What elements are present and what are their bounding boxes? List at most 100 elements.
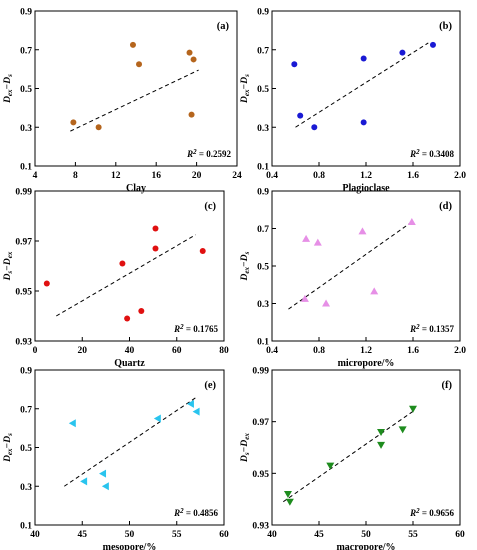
trend-line <box>64 396 197 487</box>
x-tick-label: 8 <box>73 171 78 181</box>
data-point <box>186 399 194 408</box>
y-label-minus: − <box>240 261 250 267</box>
x-tick-label: 1.6 <box>407 171 419 181</box>
y-label-subscript: s <box>6 74 14 78</box>
y-label-symbol: D <box>240 440 250 448</box>
data-point <box>95 124 102 131</box>
x-axis-label: Quartz <box>114 358 145 369</box>
x-axis-label: Plagioclase <box>342 183 390 194</box>
trend-line <box>282 410 414 503</box>
y-tick-label: 0.3 <box>257 124 269 134</box>
data-point <box>124 315 131 322</box>
plot-frame <box>34 369 225 526</box>
data-point <box>152 245 159 252</box>
y-label-symbol: D <box>3 436 13 444</box>
y-tick-label: 0.3 <box>20 124 32 134</box>
data-point <box>43 280 50 287</box>
y-tick-label: 0.5 <box>20 444 32 454</box>
y-tick-label: 0.1 <box>257 338 269 348</box>
y-label-symbol: D <box>240 273 250 281</box>
x-tick-label: 40 <box>267 530 277 540</box>
y-label-minus: − <box>240 446 250 452</box>
chart-panel-f: 40 45 50 55 60 0.93 0.95 0.97 0.99 (f) R2 = 0.9656… <box>240 367 465 550</box>
r-squared-value: = 0.3408 <box>420 149 455 159</box>
data-point <box>70 119 77 126</box>
y-label-subscript: ex <box>6 89 14 96</box>
r-squared-symbol: R <box>186 149 193 159</box>
y-tick-label: 0.93 <box>252 522 269 532</box>
data-point <box>311 124 318 131</box>
r-squared-exponent: 2 <box>179 507 184 515</box>
y-tick-label: 0.93 <box>15 338 32 348</box>
y-tick-label: 0.3 <box>257 300 269 310</box>
y-label-symbol: D <box>3 273 13 281</box>
x-tick-label: 60 <box>172 346 182 356</box>
x-tick-label: 50 <box>361 530 371 540</box>
x-tick-label: 60 <box>455 530 465 540</box>
x-tick-label: 1.2 <box>360 171 372 181</box>
y-tick-label: 0.1 <box>257 163 269 173</box>
y-axis-label: Dex−Ds <box>3 433 14 463</box>
x-tick-label: 16 <box>151 171 161 181</box>
y-label-subscript: ex <box>243 89 251 96</box>
x-tick-label: 50 <box>125 530 135 540</box>
r-squared-exponent: 2 <box>415 507 420 515</box>
data-point <box>138 308 145 314</box>
data-point <box>129 41 136 48</box>
y-axis-label: Dex−Ds <box>240 251 251 281</box>
x-tick-label: 0.4 <box>266 171 278 181</box>
y-label-symbol: D <box>240 96 250 104</box>
r-squared-label: R2 = 0.4856 <box>173 507 218 518</box>
y-label-symbol: D <box>240 77 250 85</box>
r-squared-label: R2 = 0.2592 <box>186 148 231 159</box>
r-squared-value: = 0.9656 <box>420 508 455 518</box>
x-tick-label: 40 <box>125 346 135 356</box>
data-point <box>186 49 193 56</box>
data-point <box>429 41 436 48</box>
data-point <box>377 441 386 449</box>
y-tick-label: 0.5 <box>257 263 269 273</box>
data-point <box>283 491 292 498</box>
y-tick-label: 0.9 <box>257 8 269 18</box>
plot-frame <box>271 190 461 342</box>
r-squared-label: R2 = 0.1765 <box>173 323 218 334</box>
x-tick-label: 24 <box>232 171 242 181</box>
x-tick-label: 0 <box>33 346 38 356</box>
y-tick-label: 0.97 <box>15 238 32 248</box>
x-tick-label: 1.2 <box>360 346 372 356</box>
x-tick-label: 55 <box>408 530 418 540</box>
y-label-subscript: s <box>6 433 14 437</box>
chart-panel-b: 0.4 0.8 1.2 1.6 2.0 0.1 0.3 0.5 0.7 0.9 (b) R2 = 0.… <box>240 8 466 195</box>
y-label-subscript: s <box>243 74 251 78</box>
y-label-symbol: D <box>3 96 13 104</box>
data-point <box>285 498 294 506</box>
y-tick-label: 0.7 <box>20 46 32 56</box>
panel-label: (e) <box>204 380 216 391</box>
plot-frame <box>271 369 461 526</box>
trend-line <box>295 42 429 128</box>
data-point <box>358 227 367 235</box>
r-squared-symbol: R <box>173 324 180 334</box>
y-label-subscript: ex <box>243 433 251 440</box>
data-point <box>326 462 335 470</box>
data-point <box>407 217 416 225</box>
x-tick-label: 2.0 <box>454 346 466 356</box>
data-point <box>190 56 197 63</box>
panel-label: (b) <box>439 21 452 32</box>
x-axis-label: macropore/% <box>336 542 395 550</box>
data-point <box>68 419 76 428</box>
r-squared-label: R2 = 0.1357 <box>409 323 454 334</box>
r-squared-value: = 0.1765 <box>184 324 219 334</box>
data-point <box>99 469 107 478</box>
data-point <box>370 287 379 295</box>
data-point <box>360 55 367 62</box>
x-tick-label: 0.8 <box>313 346 325 356</box>
r-squared-exponent: 2 <box>192 148 197 156</box>
y-tick-label: 0.1 <box>20 522 32 532</box>
data-point <box>119 260 126 267</box>
chart-panel-a: 4 8 12 16 20 24 0.1 0.3 0.5 0.7 0.9 (a) R2 = 0.2592 C… <box>3 8 242 195</box>
y-tick-label: 0.97 <box>252 418 269 428</box>
y-tick-label: 0.95 <box>252 470 269 480</box>
y-label-subscript: ex <box>6 251 14 258</box>
data-point <box>136 61 143 68</box>
